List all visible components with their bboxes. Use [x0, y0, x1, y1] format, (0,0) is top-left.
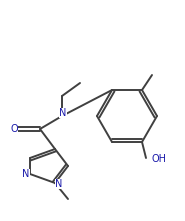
Text: O: O — [10, 124, 18, 134]
Text: OH: OH — [152, 154, 167, 164]
Text: N: N — [22, 169, 30, 179]
Text: N: N — [55, 179, 63, 189]
Text: N: N — [59, 108, 67, 118]
